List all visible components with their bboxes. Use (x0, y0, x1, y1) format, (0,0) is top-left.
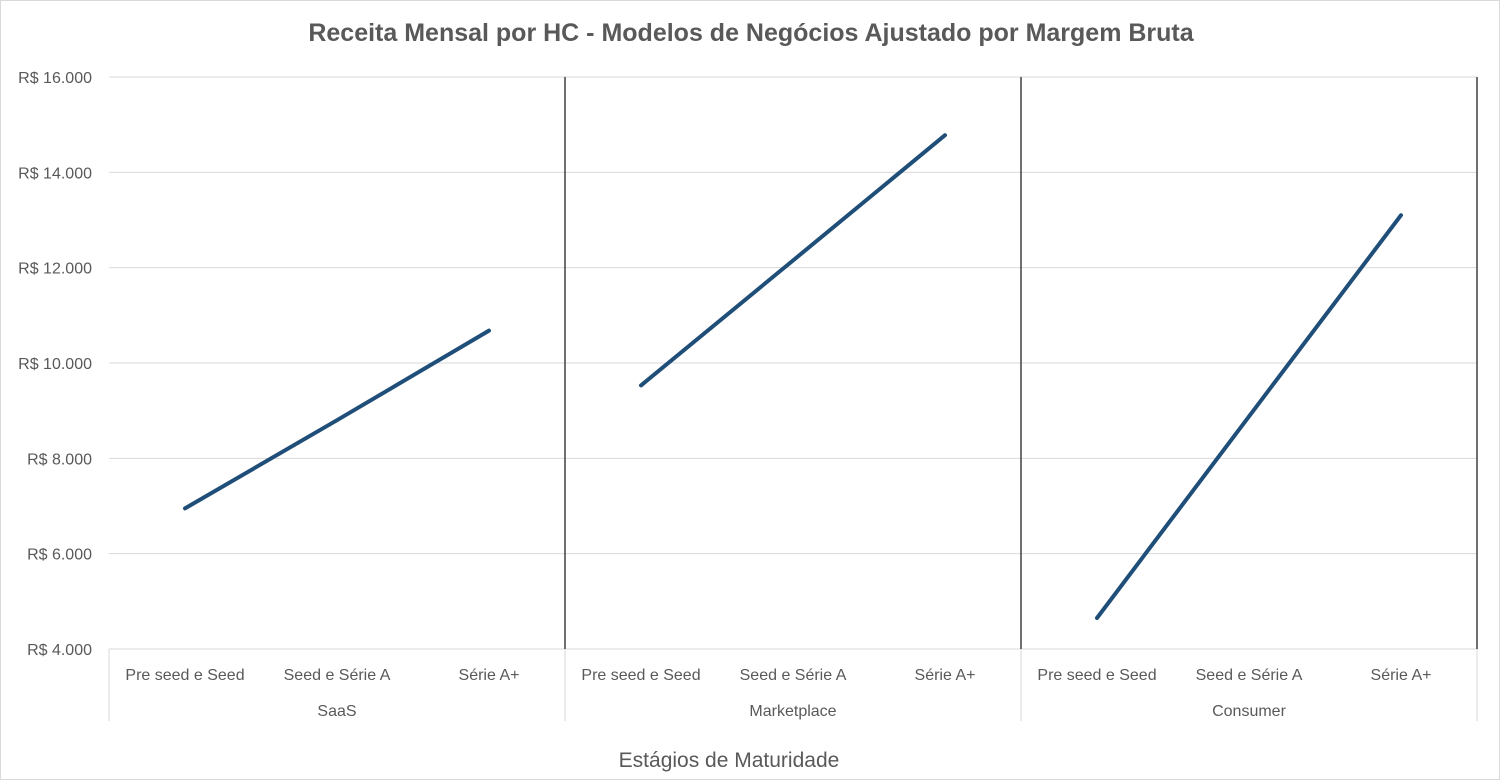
series-line-saas (185, 331, 489, 509)
x-tick-label: Série A+ (1371, 667, 1432, 684)
x-tick-label: Seed e Série A (284, 667, 391, 684)
y-tick-label: R$ 6.000 (27, 547, 92, 564)
x-tick-label: Pre seed e Seed (1037, 667, 1156, 684)
y-tick-label: R$ 14.000 (18, 165, 92, 182)
series-line-consumer (1097, 215, 1401, 618)
y-tick-label: R$ 8.000 (27, 451, 92, 468)
y-tick-label: R$ 4.000 (27, 642, 92, 659)
group-label: Marketplace (749, 703, 836, 720)
x-tick-label: Pre seed e Seed (581, 667, 700, 684)
x-tick-label: Seed e Série A (740, 667, 847, 684)
group-label: Consumer (1212, 703, 1286, 720)
x-tick-label: Série A+ (459, 667, 520, 684)
x-tick-label: Pre seed e Seed (125, 667, 244, 684)
y-tick-label: R$ 10.000 (18, 356, 92, 373)
y-tick-label: R$ 12.000 (18, 261, 92, 278)
group-label: SaaS (317, 703, 356, 720)
y-tick-label: R$ 16.000 (18, 70, 92, 87)
x-axis-title: Estágios de Maturidade (479, 749, 979, 773)
x-tick-label: Seed e Série A (1196, 667, 1303, 684)
x-tick-label: Série A+ (915, 667, 976, 684)
